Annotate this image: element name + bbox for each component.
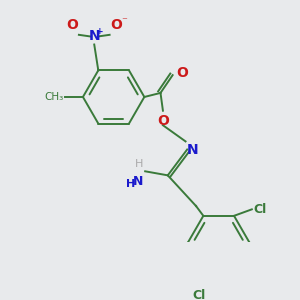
Text: N: N [133, 175, 143, 188]
Text: N: N [187, 143, 199, 157]
Text: +: + [96, 27, 104, 36]
Text: O: O [67, 18, 78, 32]
Text: O: O [110, 18, 122, 32]
Text: H: H [126, 179, 136, 189]
Text: O: O [176, 66, 188, 80]
Text: H: H [135, 159, 143, 169]
Text: O: O [157, 114, 169, 128]
Text: Cl: Cl [193, 289, 206, 300]
Text: Cl: Cl [254, 203, 267, 216]
Text: CH₃: CH₃ [44, 92, 64, 102]
Text: N: N [88, 29, 100, 43]
Text: ⁻: ⁻ [121, 16, 127, 26]
